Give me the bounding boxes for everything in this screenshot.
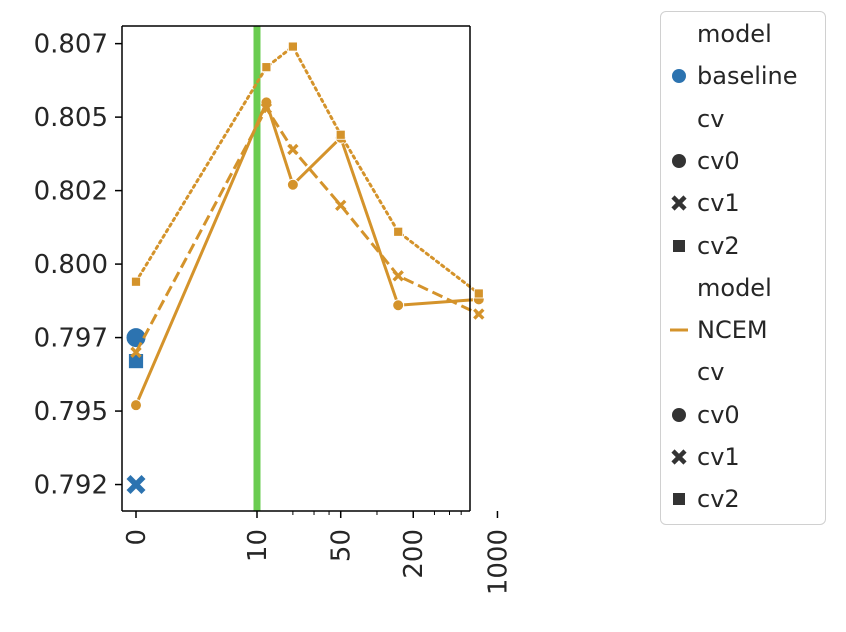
- data-point-ncem-cv1-3: [335, 199, 347, 211]
- data-point-ncem-cv2-4: [393, 226, 404, 237]
- y-tick-label-2: 0.797: [34, 324, 108, 354]
- legend-label: cv2: [697, 231, 740, 260]
- y-tick-label-1: 0.795: [34, 397, 108, 427]
- legend-entry-cv2: cv2: [661, 226, 740, 266]
- legend-spacer: [661, 14, 697, 54]
- x-tick-label-0: 0: [122, 529, 152, 546]
- legend-marker-line-icon: [661, 310, 697, 350]
- legend-marker-x-icon: [661, 183, 697, 223]
- legend-entry-model: model: [661, 14, 772, 54]
- data-point-ncem-cv2-1: [261, 62, 272, 73]
- legend-label: baseline: [697, 62, 798, 91]
- legend-entry-cv0: cv0: [661, 395, 740, 435]
- legend-entry-baseline: baseline: [661, 56, 798, 96]
- legend-label: cv0: [697, 146, 740, 175]
- legend-label: cv2: [697, 485, 740, 514]
- legend-marker-square-icon: [661, 479, 697, 519]
- legend-label: model: [697, 273, 772, 302]
- legend-spacer: [661, 268, 697, 308]
- y-tick-label-6: 0.807: [34, 30, 108, 60]
- data-point-ncem-cv1-1: [260, 102, 273, 114]
- data-point-ncem-cv2-5: [473, 288, 484, 299]
- legend-label: NCEM: [697, 316, 768, 345]
- legend-entry-cv2: cv2: [661, 479, 740, 519]
- legend: model baseline cv cv0 cv1 cv2 model NCEM cv cv0 cv…: [660, 11, 826, 525]
- data-point-ncem-cv1-2: [287, 143, 299, 156]
- legend-marker-circle-icon: [661, 141, 697, 181]
- data-point-ncem-cv2-0: [131, 276, 141, 287]
- data-point-ncem-cv1-5: [473, 308, 485, 320]
- data-point-ncem-cv0-2: [286, 178, 299, 191]
- data-point-ncem-cv1-0: [130, 346, 142, 358]
- data-point-baseline-cv1-0: [126, 475, 146, 495]
- legend-entry-cv: cv: [661, 352, 724, 392]
- legend-label: cv1: [697, 443, 740, 471]
- legend-entry-cv1: cv1: [661, 183, 740, 223]
- data-point-ncem-cv1-4: [392, 270, 404, 282]
- data-point-ncem-cv2-3: [335, 129, 346, 140]
- legend-spacer: [661, 99, 697, 139]
- legend-label: cv0: [697, 400, 740, 429]
- x-tick-label-2: 50: [327, 529, 357, 562]
- legend-entry-cv0: cv0: [661, 141, 740, 181]
- legend-spacer: [661, 352, 697, 392]
- data-point-ncem-cv2-2: [287, 41, 298, 52]
- data-point-ncem-cv0-4: [392, 299, 405, 312]
- series-line-ncem-cv2: [134, 45, 481, 295]
- data-point-ncem-cv0-0: [130, 399, 142, 412]
- legend-label: cv: [697, 358, 725, 387]
- legend-marker-square-icon: [661, 226, 697, 266]
- legend-entry-model: model: [661, 268, 772, 308]
- legend-label: cv: [697, 104, 725, 133]
- legend-label: cv1: [697, 189, 740, 218]
- legend-marker-x-icon: [661, 437, 697, 477]
- axes: 0.792 0.795 0.797 0.800 0.802 0.805 0.807 0 10 50…: [34, 25, 513, 595]
- x-tick-label-1: 10: [243, 529, 273, 562]
- legend-marker-circle-icon: [661, 395, 697, 435]
- legend-entry-cv1: cv1: [661, 437, 740, 477]
- y-tick-label-0: 0.792: [34, 471, 108, 501]
- legend-marker-circle-icon: [661, 56, 697, 96]
- series-line-ncem-cv0: [134, 100, 479, 406]
- legend-label: model: [697, 20, 772, 48]
- legend-entry-NCEM: NCEM: [661, 310, 768, 350]
- series-line-ncem-cv1: [134, 106, 480, 354]
- plot-area: [125, 26, 485, 511]
- y-tick-label-4: 0.802: [34, 177, 108, 207]
- legend-entry-cv: cv: [661, 99, 724, 139]
- y-tick-label-3: 0.800: [34, 250, 108, 280]
- y-tick-label-5: 0.805: [34, 103, 108, 133]
- x-tick-label-3: 200: [399, 529, 429, 579]
- x-tick-label-4: 1000: [483, 529, 513, 595]
